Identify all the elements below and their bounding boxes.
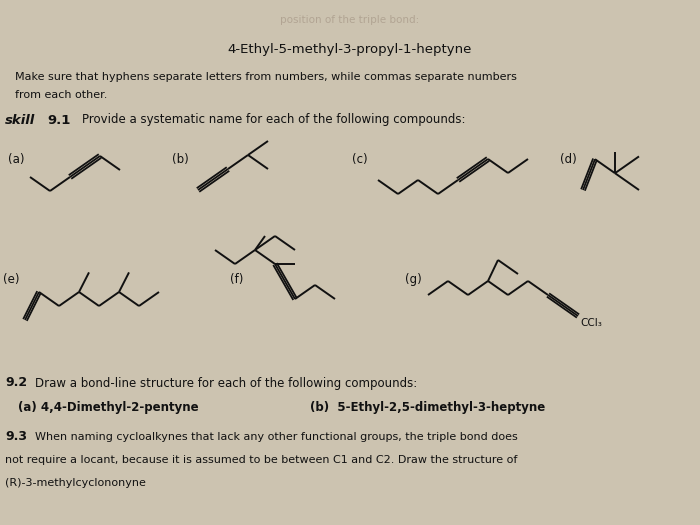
Text: (b): (b) <box>172 153 189 166</box>
Text: 9.1: 9.1 <box>47 113 71 127</box>
Text: (c): (c) <box>352 153 368 166</box>
Text: Provide a systematic name for each of the following compounds:: Provide a systematic name for each of th… <box>82 113 466 127</box>
Text: (f): (f) <box>230 274 244 287</box>
Text: CCl₃: CCl₃ <box>580 318 602 328</box>
Text: 4-Ethyl-5-methyl-3-propyl-1-heptyne: 4-Ethyl-5-methyl-3-propyl-1-heptyne <box>228 44 472 57</box>
Text: (g): (g) <box>405 274 421 287</box>
Text: (e): (e) <box>3 274 20 287</box>
Text: from each other.: from each other. <box>15 90 107 100</box>
Text: skill: skill <box>5 113 35 127</box>
Text: When naming cycloalkynes that lack any other functional groups, the triple bond : When naming cycloalkynes that lack any o… <box>35 432 518 442</box>
Text: 9.3: 9.3 <box>5 430 27 444</box>
Text: (a): (a) <box>8 153 25 166</box>
Text: (R)-3-methylcyclononyne: (R)-3-methylcyclononyne <box>5 478 146 488</box>
Text: position of the triple bond:: position of the triple bond: <box>281 15 419 25</box>
Text: not require a locant, because it is assumed to be between C1 and C2. Draw the st: not require a locant, because it is assu… <box>5 455 517 465</box>
Text: (b)  5-Ethyl-2,5-dimethyl-3-heptyne: (b) 5-Ethyl-2,5-dimethyl-3-heptyne <box>310 401 545 414</box>
Text: Draw a bond-line structure for each of the following compounds:: Draw a bond-line structure for each of t… <box>35 376 417 390</box>
Text: (d): (d) <box>560 153 577 166</box>
Text: 9.2: 9.2 <box>5 376 27 390</box>
Text: Make sure that hyphens separate letters from numbers, while commas separate numb: Make sure that hyphens separate letters … <box>15 72 517 82</box>
Text: (a) 4,4-Dimethyl-2-pentyne: (a) 4,4-Dimethyl-2-pentyne <box>18 401 199 414</box>
